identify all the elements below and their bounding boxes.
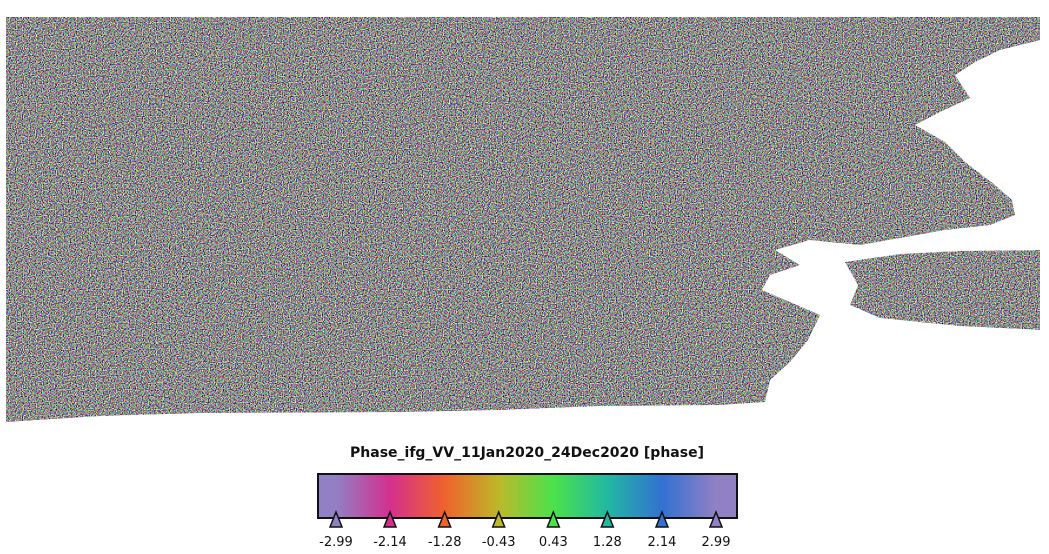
tick-marker [708, 509, 724, 528]
tick-marker [491, 509, 506, 528]
tick-label: 0.43 [539, 535, 568, 550]
tick-marker [328, 509, 344, 528]
tick-label: -2.14 [373, 535, 407, 550]
tick-marker [546, 509, 561, 528]
tick-label: -0.43 [482, 535, 516, 550]
tick-marker [654, 509, 670, 528]
tick-marker [382, 509, 398, 528]
tick-label: 2.99 [702, 535, 731, 550]
tick-label: -1.28 [428, 535, 462, 550]
tick-label: 1.28 [593, 535, 622, 550]
tick-label: -2.99 [319, 535, 353, 550]
phase-image [6, 17, 1040, 422]
tick-marker [437, 509, 452, 528]
legend-title: Phase_ifg_VV_11Jan2020_24Dec2020 [phase] [350, 445, 704, 461]
tick-marker [600, 509, 615, 528]
tick-label: 2.14 [648, 535, 677, 550]
color-bar [317, 473, 738, 519]
